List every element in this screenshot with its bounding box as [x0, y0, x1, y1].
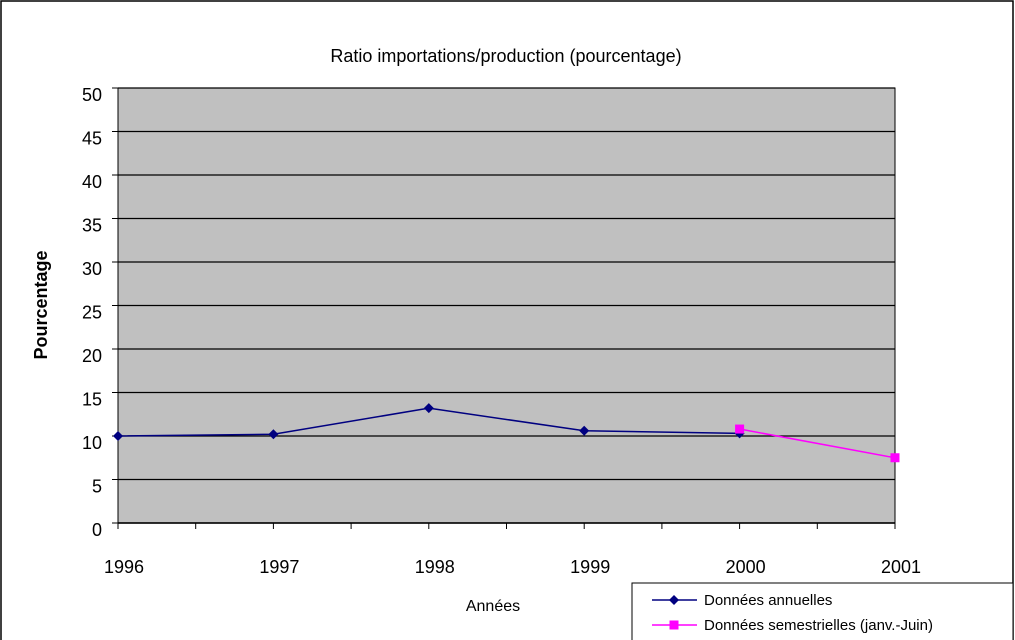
x-tick-label: 2000	[726, 557, 766, 577]
series-line	[739, 428, 896, 459]
x-tick-label: 1998	[415, 557, 455, 577]
y-tick-label: 25	[82, 302, 102, 322]
y-axis-label: Pourcentage	[31, 250, 51, 359]
y-tick-label: 45	[82, 128, 102, 148]
legend-box	[631, 582, 1014, 640]
x-tick-label: 1999	[570, 557, 610, 577]
legend-label: Données annuelles	[704, 592, 832, 609]
y-tick-label: 30	[82, 259, 102, 279]
data-point	[113, 431, 123, 441]
data-point	[735, 424, 745, 434]
y-tick-label: 10	[82, 433, 102, 453]
y-tick-label: 5	[92, 476, 102, 496]
x-tick-label: 2001	[881, 557, 921, 577]
x-tick-label: 1997	[259, 557, 299, 577]
y-tick-label: 15	[82, 389, 102, 409]
x-axis-label: Années	[466, 598, 520, 615]
data-point	[268, 429, 279, 440]
data-point	[423, 403, 434, 414]
data-point	[890, 453, 900, 463]
y-tick-label: 35	[82, 215, 102, 235]
y-tick-label: 20	[82, 346, 102, 366]
legend-marker	[669, 595, 679, 605]
y-tick-label: 50	[82, 85, 102, 105]
legend-label: Données semestrielles (janv.-Juin)	[704, 617, 933, 634]
chart-title: Ratio importations/production (pourcenta…	[330, 46, 681, 66]
legend-marker	[669, 620, 679, 630]
y-tick-label: 0	[92, 520, 102, 540]
x-tick-label: 1996	[104, 557, 144, 577]
data-point	[579, 425, 590, 436]
y-tick-label: 40	[82, 172, 102, 192]
